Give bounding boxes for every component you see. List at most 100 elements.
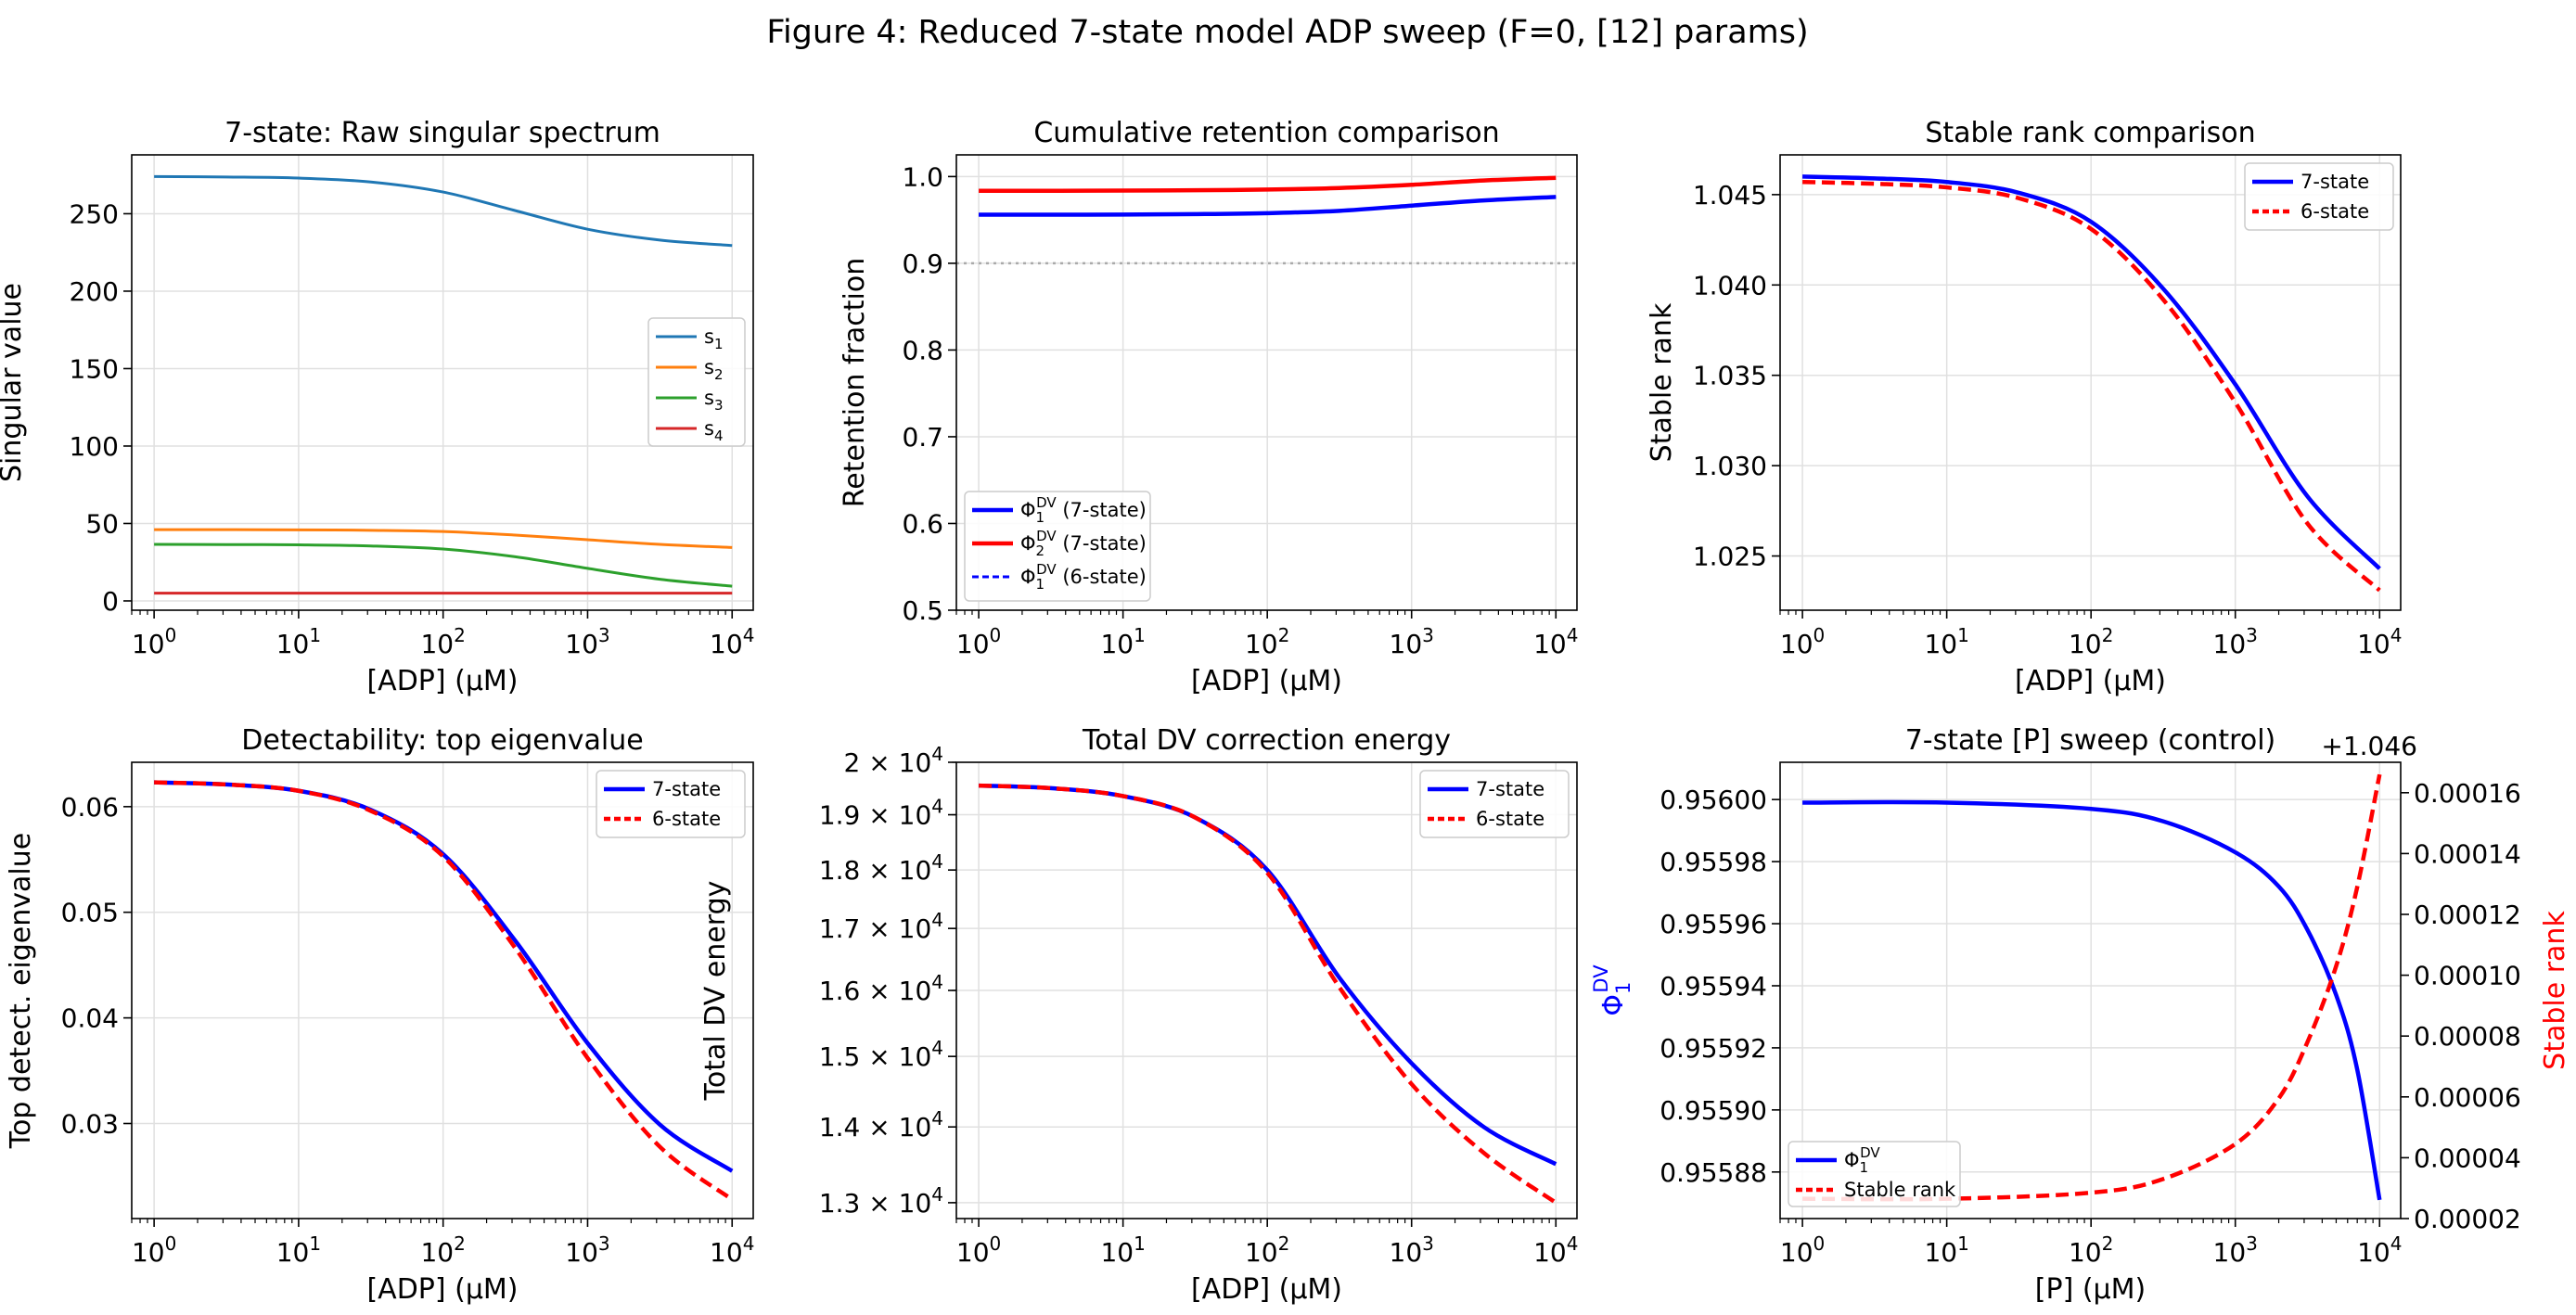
legend: s1 s2 s3 s4 [647, 317, 746, 447]
y-tick-label: 0.04 [61, 1003, 119, 1034]
x-tick-label: 100 [132, 1232, 176, 1268]
x-tick-label: 102 [2069, 1232, 2113, 1268]
x-tick-label: 100 [1780, 1232, 1825, 1268]
legend-label: 7-state [1476, 778, 1544, 800]
legend: 7-state 6-state [1419, 770, 1570, 838]
x-axis: 100 101 102 103 104 [1779, 610, 2402, 659]
y-tick-label: 0.7 [902, 422, 943, 453]
legend-label: Φ1DV (6-state) [1020, 561, 1147, 593]
figure-title: Figure 4: Reduced 7-state model ADP swee… [766, 14, 1808, 51]
series-line-2 [1802, 179, 2381, 593]
subplot-5: 100 101 102 103 104 1.3 × 104 1.4 × 104 1.5 × 1… [699, 724, 1578, 1306]
y-tick-label: 0.6 [902, 508, 943, 539]
legend-label: s1 [704, 326, 724, 352]
x-tick-label: 102 [2069, 624, 2113, 659]
subplot-1: 100 101 102 103 104 0 50 100 150 200 250 7-state: R… [0, 117, 754, 697]
y-axis: 0.03 0.04 0.05 0.06 [61, 792, 132, 1140]
x-tick-label: 101 [1100, 1232, 1145, 1268]
x-tick-label: 103 [2213, 1232, 2258, 1268]
legend: Φ1DV Stable rank [1788, 1141, 1961, 1207]
subplot-title: 7-state [P] sweep (control) [1905, 724, 2276, 757]
series-line-2 [979, 175, 1557, 194]
y-tick-label: 0.95596 [1660, 909, 1767, 939]
y-axis-label: Retention fraction [839, 258, 871, 507]
x-axis-label: [ADP] (µM) [1191, 665, 1342, 697]
subplot-title: Total DV correction energy [1082, 724, 1451, 757]
y-axis: 0 50 100 150 200 250 [70, 198, 132, 617]
x-axis-label: [ADP] (µM) [366, 1273, 518, 1306]
y-tick-label: 0.95588 [1660, 1157, 1767, 1188]
x-tick-label: 101 [1924, 1232, 1968, 1268]
y-axis: 1.025 1.030 1.035 1.040 1.045 [1693, 180, 1780, 572]
y-tick-label: 1.6 × 104 [819, 971, 943, 1006]
series-line-1 [154, 174, 733, 248]
y-tick-label: 1.035 [1693, 361, 1767, 391]
x-axis: 100 101 102 103 104 [1779, 1219, 2402, 1268]
x-tick-label: 102 [1245, 1232, 1289, 1268]
y-tick-label: 0.05 [61, 898, 119, 928]
legend-label: 6-state [652, 808, 721, 830]
x-tick-label: 100 [132, 624, 176, 659]
y2-tick-label: 0.00016 [2414, 778, 2521, 809]
subplot-2: 100 101 102 103 104 0.5 0.6 0.7 0.8 0.9 1.0 Cumulat… [839, 117, 1578, 697]
x-tick-label: 100 [1780, 624, 1825, 659]
legend-label: s4 [704, 417, 724, 444]
series-line-2 [979, 783, 1557, 1205]
y-tick-label: 1.4 × 104 [819, 1107, 943, 1143]
legend-label: 6-state [2300, 200, 2369, 223]
series-line-1 [1802, 174, 2381, 570]
y-tick-label: 0.06 [61, 792, 119, 823]
legend-label: s3 [704, 387, 724, 414]
series-line-3 [154, 543, 733, 588]
y-tick-label: 0.03 [61, 1109, 119, 1140]
y-tick-label: 150 [70, 353, 119, 384]
y-tick-label: 200 [70, 276, 119, 307]
y2-tick-label: 0.00010 [2414, 961, 2521, 991]
y2-tick-label: 0.00012 [2414, 900, 2521, 930]
y-tick-label: 1.8 × 104 [819, 850, 943, 886]
x-axis-label: [P] (µM) [2035, 1273, 2146, 1306]
y-tick-label: 0 [102, 586, 119, 617]
y-tick-label: 0.5 [902, 595, 943, 626]
x-axis-label: [ADP] (µM) [366, 665, 518, 697]
series-line-1 [1802, 799, 2382, 1201]
legend-frame [964, 491, 1151, 602]
x-tick-label: 100 [956, 1232, 1001, 1268]
y-tick-label: 0.95600 [1660, 785, 1767, 815]
x-tick-label: 104 [1533, 624, 1578, 659]
legend-label: Φ2DV (7-state) [1020, 528, 1147, 559]
x-axis: 100 101 102 103 104 [955, 1219, 1578, 1268]
y-axis: 1.3 × 104 1.4 × 104 1.5 × 104 1.6 × 104 1.7 … [819, 743, 956, 1219]
panels: 100 101 102 103 104 0 50 100 150 200 250 7-state: R… [0, 117, 2571, 1306]
y2-tick-label: 0.00004 [2414, 1143, 2521, 1173]
y2-tick-label: 0.00006 [2414, 1082, 2521, 1113]
y-tick-label: 1.9 × 104 [819, 796, 943, 831]
y-tick-label: 250 [70, 198, 119, 229]
x-tick-label: 104 [2357, 624, 2402, 659]
y-axis-label: Singular value [0, 283, 28, 482]
y-tick-label: 100 [70, 431, 119, 462]
x-tick-label: 104 [1533, 1232, 1578, 1268]
y-tick-label: 1.025 [1693, 542, 1767, 572]
y2-axis: 0.00002 0.00004 0.00006 0.00008 0.00010 0.000… [2321, 731, 2571, 1234]
y-axis: 0.5 0.6 0.7 0.8 0.9 1.0 [902, 161, 956, 626]
y-tick-label: 0.95598 [1660, 847, 1767, 877]
y-tick-label: 0.9 [902, 249, 943, 279]
y-axis-label: Stable rank [1646, 302, 1678, 462]
legend-label: 7-state [652, 778, 721, 800]
x-tick-label: 103 [565, 624, 609, 659]
legend-label: 7-state [2300, 171, 2369, 193]
subplot-title: Stable rank comparison [1925, 117, 2255, 149]
x-tick-label: 101 [276, 1232, 321, 1268]
subplot-3: 100 101 102 103 104 1.025 1.030 1.035 1.040 1.045… [1646, 117, 2402, 697]
x-axis: 100 101 102 103 104 [131, 1219, 754, 1268]
y-axis-label: Top detect. eigenvalue [5, 833, 37, 1149]
x-tick-label: 103 [1390, 1232, 1434, 1268]
legend-label: Φ1DV (7-state) [1020, 494, 1147, 526]
x-tick-label: 101 [1924, 624, 1968, 659]
x-tick-label: 103 [1390, 624, 1434, 659]
y-tick-label: 1.040 [1693, 270, 1767, 300]
subplot-4: 100 101 102 103 104 0.03 0.04 0.05 0.06 Detectabi… [5, 724, 754, 1306]
legend: Φ1DV (7-state)Φ2DV (7-state)Φ1DV (6-stat… [964, 491, 1151, 602]
